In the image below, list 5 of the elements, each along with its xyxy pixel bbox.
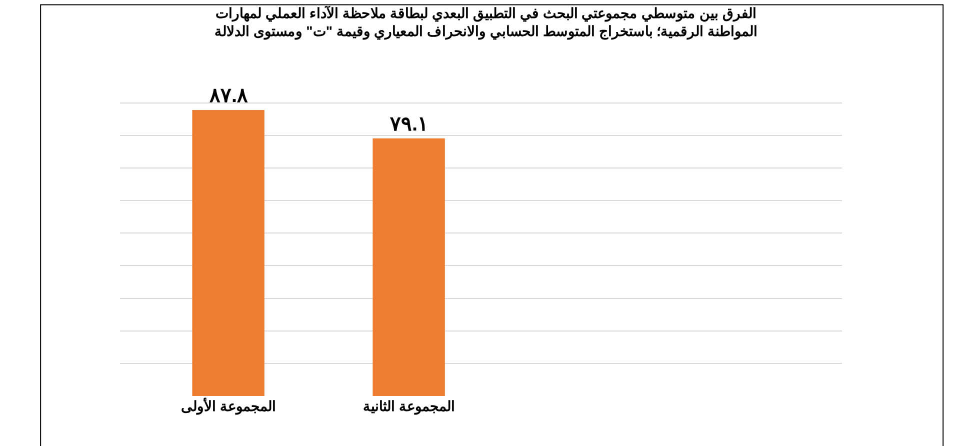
data-label: ٨٧.٨ bbox=[208, 85, 248, 108]
x-tick-label: المجموعة الثانية bbox=[362, 398, 455, 415]
data-label: ٧٩.١ bbox=[389, 113, 429, 136]
x-tick-label: المجموعة الأولى bbox=[180, 397, 276, 415]
chart-title: الفرق بين متوسطي مجموعتي البحث في التطبيق البعدي لبطاقة ملاحظة الآداء العملي لمهارات المواطنة الرقمية؛ باستخراج المتوسط الحسابي والانحراف المعياري وقيمة "ت" ومستوى الدلالة bbox=[214, 4, 758, 40]
